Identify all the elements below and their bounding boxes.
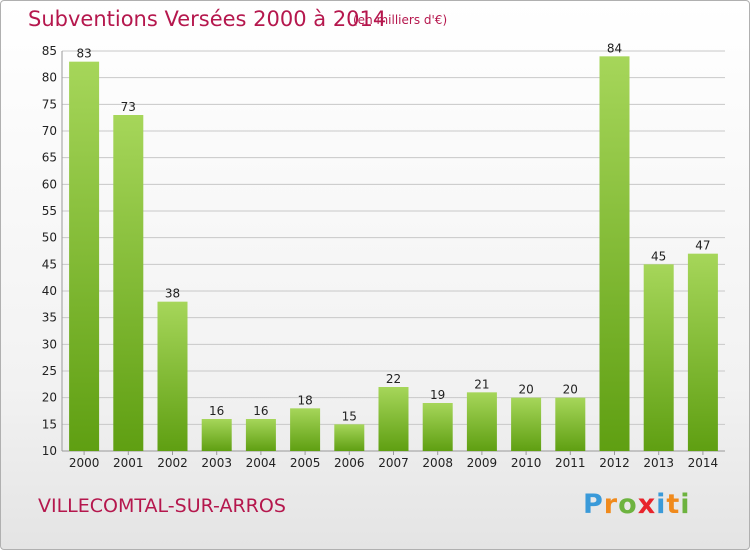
logo-letter: x bbox=[637, 489, 657, 520]
data-label: 45 bbox=[651, 249, 666, 263]
x-tick-label: 2014 bbox=[688, 456, 719, 470]
chart-title: Subventions Versées 2000 à 2014 bbox=[28, 7, 387, 31]
town-name: VILLECOMTAL-SUR-ARROS bbox=[38, 495, 286, 517]
unit-note: (en milliers d'€) bbox=[353, 13, 448, 27]
x-tick-label: 2007 bbox=[378, 456, 409, 470]
data-label: 84 bbox=[607, 41, 622, 55]
logo-letter: o bbox=[618, 489, 638, 520]
y-tick-label: 10 bbox=[42, 444, 57, 458]
proxiti-logo: Proxiti bbox=[583, 489, 691, 520]
x-tick-label: 2002 bbox=[157, 456, 188, 470]
bar bbox=[245, 419, 276, 451]
y-tick-label: 50 bbox=[42, 231, 57, 245]
x-tick-label: 2003 bbox=[201, 456, 232, 470]
y-tick-label: 80 bbox=[42, 71, 57, 85]
logo-letter: t bbox=[666, 489, 681, 520]
x-tick-label: 2004 bbox=[246, 456, 277, 470]
bar bbox=[599, 56, 630, 451]
x-tick-label: 2012 bbox=[599, 456, 630, 470]
y-tick-label: 55 bbox=[42, 204, 57, 218]
x-tick-label: 2011 bbox=[555, 456, 586, 470]
bar bbox=[643, 264, 674, 451]
y-tick-label: 20 bbox=[42, 391, 57, 405]
y-tick-label: 45 bbox=[42, 257, 57, 271]
x-tick-label: 2001 bbox=[113, 456, 144, 470]
y-tick-label: 30 bbox=[42, 337, 57, 351]
data-label: 73 bbox=[121, 100, 136, 114]
bar bbox=[69, 61, 100, 452]
y-tick-label: 60 bbox=[42, 177, 57, 191]
x-tick-label: 2006 bbox=[334, 456, 365, 470]
logo-letter: P bbox=[583, 489, 604, 520]
x-tick-label: 2008 bbox=[422, 456, 453, 470]
bar bbox=[201, 419, 232, 451]
x-tick-label: 2010 bbox=[511, 456, 542, 470]
data-label: 18 bbox=[297, 393, 312, 407]
bar bbox=[511, 397, 542, 451]
data-label: 16 bbox=[209, 404, 224, 418]
bar bbox=[113, 115, 144, 451]
bar bbox=[555, 397, 586, 451]
y-tick-label: 70 bbox=[42, 124, 57, 138]
bar bbox=[466, 392, 497, 451]
x-tick-label: 2013 bbox=[643, 456, 674, 470]
bar bbox=[290, 408, 321, 451]
bar bbox=[687, 253, 718, 451]
data-label: 47 bbox=[695, 239, 710, 253]
data-label: 15 bbox=[342, 409, 357, 423]
y-tick-label: 25 bbox=[42, 364, 57, 378]
y-tick-label: 15 bbox=[42, 417, 57, 431]
logo-letter: i bbox=[680, 489, 691, 520]
bar bbox=[157, 301, 188, 451]
x-tick-label: 2009 bbox=[467, 456, 498, 470]
y-tick-label: 40 bbox=[42, 284, 57, 298]
y-tick-label: 65 bbox=[42, 151, 57, 165]
data-label: 20 bbox=[518, 383, 533, 397]
data-label: 38 bbox=[165, 287, 180, 301]
data-label: 83 bbox=[76, 47, 91, 61]
logo-letter: r bbox=[603, 489, 619, 520]
data-label: 22 bbox=[386, 372, 401, 386]
y-tick-label: 75 bbox=[42, 97, 57, 111]
logo-letter: i bbox=[656, 489, 667, 520]
bar bbox=[334, 424, 365, 451]
x-tick-label: 2000 bbox=[69, 456, 100, 470]
x-tick-label: 2005 bbox=[290, 456, 321, 470]
data-label: 16 bbox=[253, 404, 268, 418]
data-label: 21 bbox=[474, 377, 489, 391]
data-label: 20 bbox=[563, 383, 578, 397]
bar bbox=[378, 387, 409, 451]
bar bbox=[422, 403, 453, 451]
y-tick-label: 85 bbox=[42, 44, 57, 58]
data-label: 19 bbox=[430, 388, 445, 402]
y-tick-label: 35 bbox=[42, 311, 57, 325]
